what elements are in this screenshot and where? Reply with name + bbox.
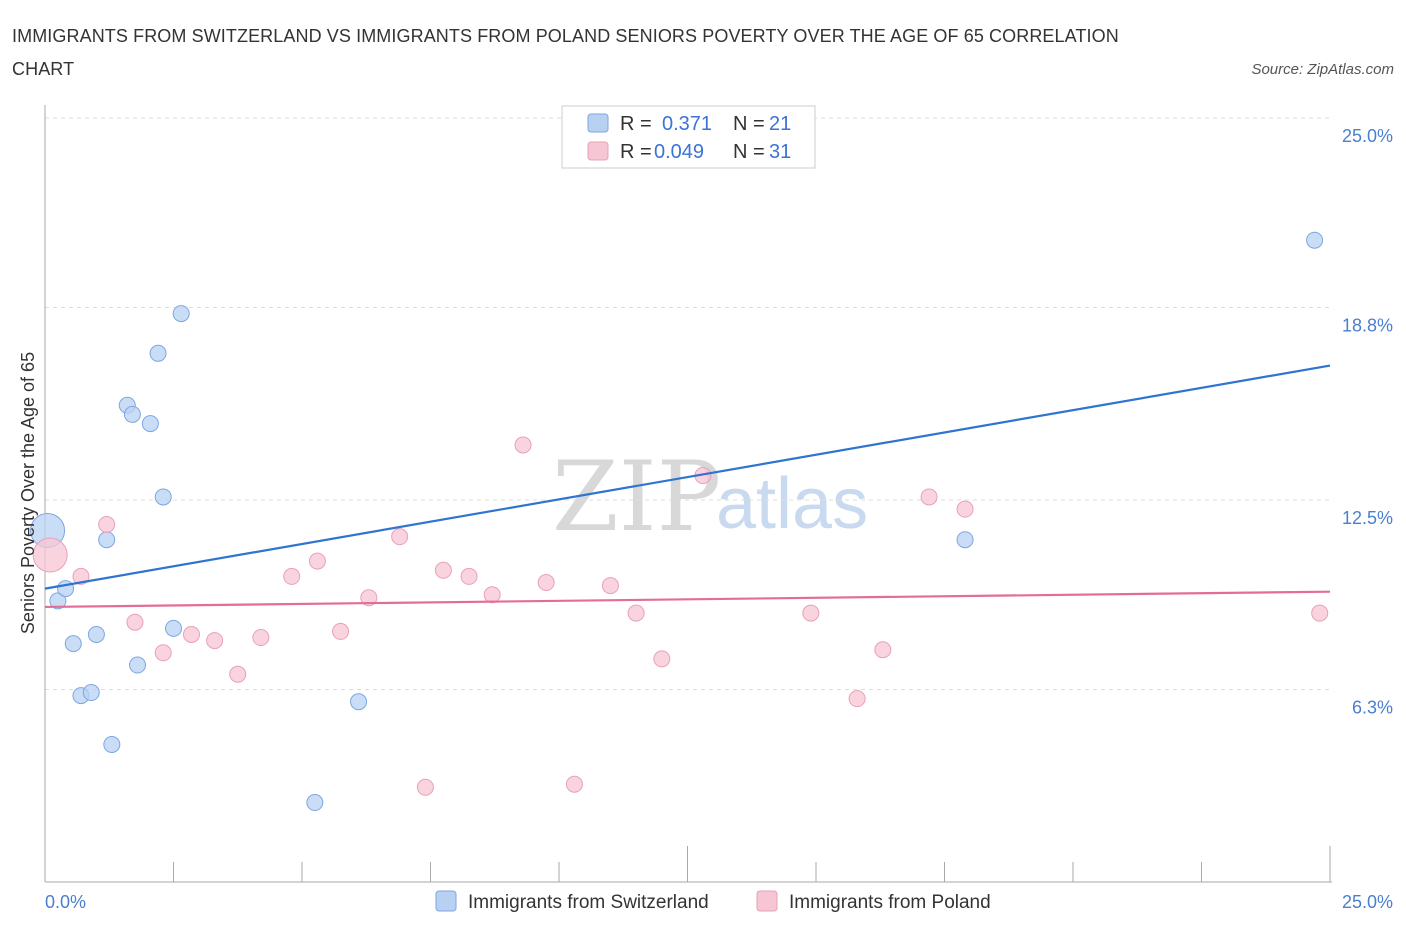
switzerland-point [98, 531, 116, 549]
poland-point [283, 567, 301, 585]
switzerland-point [87, 625, 105, 643]
poland-point [460, 567, 478, 585]
switzerland-point [1306, 231, 1324, 249]
poland-point [182, 625, 200, 643]
poland-point [332, 622, 350, 640]
poland-point [126, 613, 144, 631]
poland-point [848, 690, 866, 708]
legend-switzerland-swatch [587, 113, 609, 133]
switzerland-point [172, 305, 190, 323]
poland-point [154, 644, 172, 662]
poland-trend-line [44, 590, 1331, 609]
switzerland-point [49, 592, 67, 610]
watermark-atlas: atlas [716, 464, 868, 544]
y-tick-label: 6.3% [1352, 697, 1393, 717]
poland-point [391, 528, 409, 546]
legend-poland-n-value: 31 [769, 141, 791, 163]
x-tick-label-max: 25.0% [1342, 892, 1393, 912]
switzerland-point [64, 635, 82, 653]
switzerland-point [123, 405, 141, 423]
y-tick-label: 25.0% [1342, 126, 1393, 146]
poland-point [537, 574, 555, 592]
tick-labels: 6.3% 12.5% 18.8% 25.0% 0.0% 25.0% [45, 126, 1393, 912]
legend-poland-n-label: N = [733, 141, 765, 163]
poland-point [72, 567, 90, 585]
watermark-zip: ZIP [552, 441, 721, 553]
poland-point [483, 586, 501, 604]
switzerland-point [129, 656, 147, 674]
poland-point [229, 665, 247, 683]
legend-switzerland-n-label: N = [733, 113, 765, 135]
y-tick-label: 18.8% [1342, 315, 1393, 335]
bottom-legend-switzerland-label: Immigrants from Switzerland [468, 892, 709, 913]
legend: R = 0.371 N = 21 R = 0.049 N = 31 [561, 105, 816, 169]
legend-switzerland-r-value: 0.371 [662, 113, 712, 135]
bottom-legend-switzerland-swatch [435, 890, 457, 912]
legend-poland-r-label: R = [620, 141, 652, 163]
poland-point [802, 604, 820, 622]
switzerland-point [306, 794, 324, 812]
poland-point [653, 650, 671, 668]
bottom-legend: Immigrants from Switzerland Immigrants f… [435, 890, 991, 913]
legend-poland-swatch [587, 141, 609, 161]
data-points [30, 231, 1329, 812]
chart-title: IMMIGRANTS FROM SWITZERLAND VS IMMIGRANT… [12, 26, 1119, 79]
poland-point [920, 488, 938, 506]
y-axis-label: Seniors Poverty Over the Age of 65 [18, 352, 38, 634]
bottom-legend-poland-swatch [756, 890, 778, 912]
switzerland-point [103, 735, 121, 753]
bottom-legend-poland-label: Immigrants from Poland [789, 892, 991, 913]
poland-point [627, 604, 645, 622]
legend-switzerland-n-value: 21 [769, 113, 791, 135]
poland-point [308, 552, 326, 570]
poland-point [98, 515, 116, 533]
switzerland-point [956, 531, 974, 549]
poland-point [434, 561, 452, 579]
source-label: Source: ZipAtlas.com [1251, 61, 1394, 78]
poland-point [565, 775, 583, 793]
legend-poland-r-value: 0.049 [654, 141, 704, 163]
poland-point [252, 629, 270, 647]
poland-point [1311, 604, 1329, 622]
switzerland-point [154, 488, 172, 506]
poland-point [206, 632, 224, 650]
poland-point [32, 537, 68, 573]
poland-point [416, 778, 434, 796]
axes [44, 105, 1332, 883]
poland-point [360, 589, 378, 607]
switzerland-point [149, 344, 167, 362]
switzerland-trend-line [44, 364, 1331, 590]
trend-lines [44, 364, 1331, 609]
poland-point [874, 641, 892, 659]
poland-point [514, 436, 532, 454]
switzerland-point [165, 619, 182, 637]
x-tick-label-min: 0.0% [45, 892, 86, 912]
switzerland-point [141, 415, 159, 433]
poland-point [601, 577, 619, 595]
switzerland-point [82, 684, 100, 702]
y-tick-label: 12.5% [1342, 508, 1393, 528]
switzerland-point [350, 693, 368, 711]
poland-point [956, 500, 974, 518]
legend-switzerland-r-label: R = [620, 113, 652, 135]
